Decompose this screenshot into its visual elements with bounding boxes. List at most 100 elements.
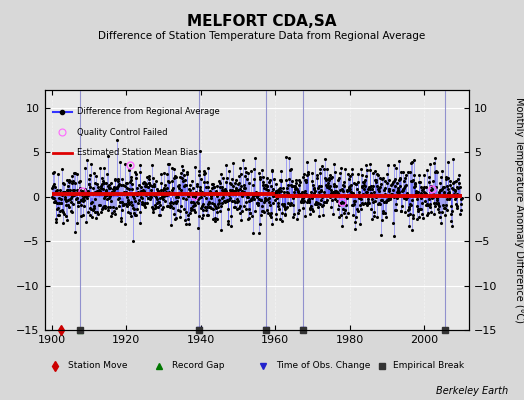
Point [140, 179, 148, 185]
Point [154, 188, 162, 195]
Point [201, 190, 209, 197]
Point [417, 206, 425, 212]
Point [257, 203, 266, 209]
Point [303, 197, 312, 203]
Point [274, 187, 282, 193]
Point [67, 194, 75, 201]
Point [421, 184, 430, 190]
Point [104, 204, 112, 210]
Point [180, 172, 188, 179]
Point [253, 192, 261, 198]
Point [222, 162, 231, 168]
Point [226, 223, 235, 230]
Point [225, 168, 234, 174]
Point [217, 227, 225, 233]
Point [70, 170, 78, 176]
Point [331, 188, 340, 194]
Point [258, 178, 267, 185]
Point [275, 186, 283, 192]
Point [203, 178, 211, 185]
Point [216, 208, 224, 214]
Point [64, 201, 72, 208]
Point [409, 215, 417, 222]
Point [125, 166, 133, 173]
Point [211, 215, 220, 221]
Point [83, 191, 91, 197]
Point [378, 208, 387, 214]
Point [318, 194, 326, 201]
Point [203, 211, 211, 218]
Point [308, 195, 316, 201]
Point [340, 210, 348, 216]
Point [346, 189, 355, 195]
Point [135, 182, 144, 189]
Point [121, 183, 129, 189]
Point [387, 192, 395, 199]
Point [99, 178, 107, 184]
Point [292, 180, 300, 186]
Point [298, 196, 306, 202]
Point [358, 200, 366, 206]
Point [77, 197, 85, 204]
Point [310, 185, 319, 191]
Point [106, 204, 115, 210]
Point [79, 195, 87, 202]
Point [402, 194, 411, 200]
Point [231, 198, 239, 205]
Point [169, 185, 178, 191]
Point [427, 187, 435, 194]
Point [383, 170, 391, 177]
Point [247, 168, 255, 174]
Point [373, 171, 381, 177]
Point [267, 183, 275, 190]
Point [336, 170, 344, 176]
Point [439, 191, 447, 197]
Point [213, 215, 221, 222]
Point [193, 199, 202, 206]
Point [413, 216, 421, 222]
Point [141, 181, 150, 188]
Point [332, 188, 340, 194]
Point [199, 212, 207, 218]
Point [138, 199, 147, 205]
Point [240, 188, 248, 195]
Point [221, 198, 230, 204]
Point [375, 200, 384, 206]
Point [265, 199, 274, 206]
Point [115, 198, 124, 205]
Point [313, 200, 322, 206]
Point [211, 202, 219, 209]
Point [89, 207, 97, 213]
Point [291, 186, 299, 193]
Point [177, 187, 185, 193]
Point [310, 189, 318, 196]
Point [279, 202, 288, 208]
Point [149, 175, 157, 182]
Point [227, 176, 236, 182]
Point [346, 182, 354, 189]
Point [158, 192, 167, 198]
Point [80, 203, 88, 210]
Point [436, 220, 445, 226]
Point [237, 192, 246, 199]
Point [61, 193, 69, 200]
Point [103, 171, 111, 178]
Point [319, 202, 328, 208]
Point [356, 195, 364, 202]
Point [452, 178, 460, 184]
Point [256, 174, 264, 180]
Point [408, 227, 417, 234]
Point [435, 191, 443, 198]
Point [52, 216, 61, 223]
Point [192, 183, 201, 189]
Point [81, 165, 89, 171]
Point [83, 194, 92, 201]
Point [369, 209, 378, 216]
Point [95, 201, 103, 208]
Point [72, 220, 81, 226]
Point [288, 183, 297, 189]
Point [446, 182, 454, 188]
Point [395, 158, 403, 164]
Point [454, 192, 462, 198]
Point [265, 194, 273, 201]
